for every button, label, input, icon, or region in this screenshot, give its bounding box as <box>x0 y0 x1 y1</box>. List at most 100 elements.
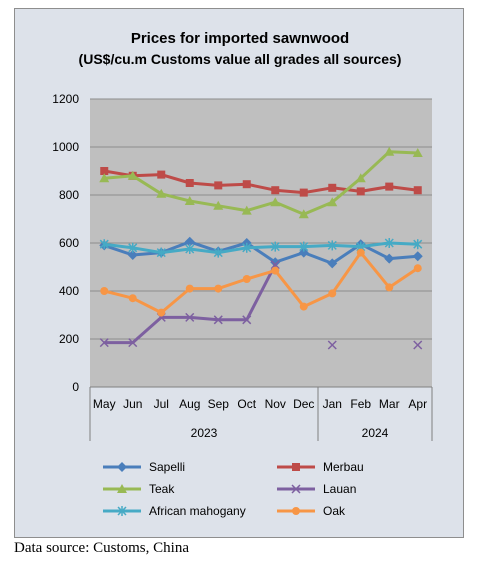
series-line-oak <box>103 251 419 315</box>
series-line-merbau <box>104 169 418 195</box>
x-tick-label: Nov <box>265 397 286 411</box>
x-tick-label: Jun <box>123 397 142 411</box>
legend-label: African mahogany <box>149 504 246 518</box>
data-point-teak <box>99 173 110 183</box>
year-group-label: 2023 <box>191 426 218 440</box>
legend-entry-oak: Oak <box>277 504 346 518</box>
data-point-african-mahogany <box>128 242 138 253</box>
line-chart: Prices for imported sawnwood (US$/cu.m C… <box>52 30 433 518</box>
data-point-lauan <box>128 338 138 348</box>
data-point-oak <box>242 275 251 283</box>
x-tick-label: Mar <box>379 397 400 411</box>
data-point-oak <box>271 266 280 275</box>
x-tick-label: Feb <box>350 397 371 411</box>
data-point-teak <box>355 173 366 183</box>
x-tick-label: Jul <box>154 397 169 411</box>
data-point-teak <box>127 170 138 180</box>
plot-area: 0 200 400 600 800 1000 1200 May Jun Jul Aug Sep Oct N… <box>52 92 433 441</box>
data-point-sapelli <box>184 236 195 247</box>
chart-title: Prices for imported sawnwood <box>131 30 349 47</box>
data-point-oak <box>128 294 137 303</box>
data-point-lauan <box>99 338 109 348</box>
data-point-oak <box>328 289 337 298</box>
legend-label: Merbau <box>323 460 364 474</box>
data-point-merbau <box>299 188 308 197</box>
x-tick-label: Oct <box>237 397 256 411</box>
data-point-oak <box>385 283 394 292</box>
data-point-teak <box>412 148 423 157</box>
y-tick-label: 800 <box>59 188 79 202</box>
data-point-merbau <box>385 182 394 191</box>
data-point-african-mahogany <box>156 247 166 258</box>
x-tick-label: Jan <box>323 397 342 411</box>
series-merbau <box>100 167 422 197</box>
legend-marker <box>117 506 127 516</box>
data-point-teak <box>298 209 309 219</box>
data-point-oak <box>100 287 109 295</box>
data-point-sapelli <box>127 250 138 260</box>
legend-marker <box>117 462 127 472</box>
data-point-lauan <box>213 315 223 325</box>
data-point-teak <box>327 197 338 207</box>
data-point-oak <box>214 284 223 293</box>
data-point-lauan <box>242 315 252 325</box>
data-point-african-mahogany <box>384 238 394 248</box>
series-lauan <box>99 260 423 350</box>
legend-label: Lauan <box>323 482 356 496</box>
x-tick-label: Dec <box>293 397 314 411</box>
data-point-merbau <box>271 186 280 195</box>
data-point-african-mahogany <box>270 241 280 252</box>
data-point-merbau <box>214 181 223 190</box>
legend-marker <box>292 463 300 471</box>
data-point-african-mahogany <box>242 242 252 253</box>
series-african-mahogany <box>99 238 423 258</box>
x-tick-label: May <box>93 397 116 411</box>
data-point-sapelli <box>384 253 395 264</box>
y-tick-label: 600 <box>59 236 79 250</box>
data-point-african-mahogany <box>213 247 223 258</box>
data-point-lauan <box>327 340 337 350</box>
year-group-label: 2024 <box>362 426 389 440</box>
data-point-lauan <box>185 312 195 322</box>
x-tick-label: Sep <box>208 397 230 411</box>
data-point-african-mahogany <box>327 240 337 251</box>
data-point-merbau <box>100 167 109 175</box>
data-point-teak <box>213 200 224 210</box>
legend-label: Oak <box>323 504 346 518</box>
data-point-merbau <box>328 183 337 192</box>
y-tick-label: 1000 <box>52 140 79 154</box>
legend-entry-sapelli: Sapelli <box>103 460 185 474</box>
data-point-merbau <box>413 186 422 195</box>
legend-marker <box>117 484 127 493</box>
source-note: Data source: Customs, China <box>14 540 189 556</box>
data-point-oak <box>356 248 365 257</box>
y-tick-label: 400 <box>59 284 79 298</box>
data-point-sapelli <box>412 251 423 262</box>
legend-marker <box>292 507 300 515</box>
data-point-teak <box>384 146 395 156</box>
data-point-teak <box>156 188 167 198</box>
x-tick-label: Aug <box>179 397 200 411</box>
legend-entry-teak: Teak <box>103 482 175 496</box>
data-point-lauan <box>270 260 280 270</box>
data-point-african-mahogany <box>413 239 423 250</box>
data-point-merbau <box>185 179 194 187</box>
data-point-teak <box>184 196 195 205</box>
data-point-oak <box>413 264 422 273</box>
y-tick-label: 1200 <box>52 92 79 106</box>
data-point-african-mahogany <box>99 239 109 250</box>
legend: Sapelli Merbau Teak Lauan African mahogany Oa… <box>103 460 364 518</box>
data-point-merbau <box>356 187 365 196</box>
legend-marker <box>291 484 301 494</box>
data-point-oak <box>185 284 194 293</box>
data-point-teak <box>270 197 281 207</box>
y-tick-label: 0 <box>72 380 79 394</box>
legend-entry-african-mahogany: African mahogany <box>103 504 246 518</box>
data-point-oak <box>299 302 308 311</box>
chart-subtitle: (US$/cu.m Customs value all grades all s… <box>79 51 402 67</box>
legend-label: Teak <box>149 482 175 496</box>
legend-label: Sapelli <box>149 460 185 474</box>
series-line-teak <box>104 150 418 216</box>
y-tick-label: 200 <box>59 332 79 346</box>
data-point-oak <box>157 308 166 317</box>
